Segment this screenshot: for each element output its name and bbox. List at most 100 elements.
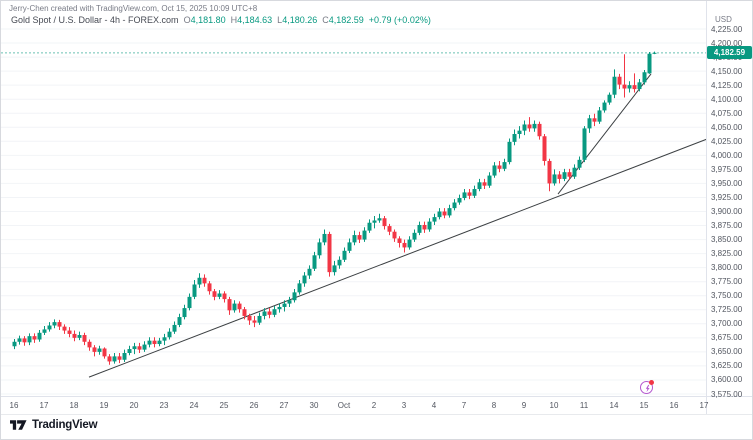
time-axis-separator bbox=[1, 396, 752, 397]
open-value: 4,181.80 bbox=[190, 15, 226, 25]
candle bbox=[492, 165, 497, 176]
candle bbox=[337, 259, 342, 266]
price-tick-label: 3,750.00 bbox=[711, 291, 743, 301]
price-tick-label: 4,150.00 bbox=[711, 66, 743, 76]
price-tick-label: 3,825.00 bbox=[711, 249, 743, 259]
candle bbox=[237, 303, 242, 310]
candles bbox=[12, 51, 657, 365]
price-tick-label: 4,075.00 bbox=[711, 108, 743, 118]
candle bbox=[217, 293, 222, 297]
event-icon[interactable] bbox=[640, 380, 654, 394]
time-tick-label: 16 bbox=[669, 401, 679, 410]
time-tick-label: 11 bbox=[579, 401, 589, 410]
time-tick-label: 17 bbox=[39, 401, 49, 410]
candle bbox=[52, 322, 57, 326]
candle bbox=[647, 53, 652, 74]
candle bbox=[322, 233, 327, 243]
time-tick-label: 4 bbox=[431, 401, 437, 410]
candle bbox=[532, 123, 537, 129]
price-tick-label: 3,600.00 bbox=[711, 375, 743, 385]
candle bbox=[642, 72, 647, 83]
candle bbox=[602, 102, 607, 111]
candle bbox=[312, 255, 317, 269]
candle bbox=[167, 331, 172, 338]
candle bbox=[177, 317, 182, 325]
candle bbox=[507, 141, 512, 163]
candle bbox=[267, 311, 272, 315]
candle bbox=[122, 353, 127, 360]
candle bbox=[432, 217, 437, 222]
candle bbox=[382, 218, 387, 227]
price-tick-label: 3,625.00 bbox=[711, 361, 743, 371]
open-label: O bbox=[183, 15, 191, 25]
time-tick-label: 8 bbox=[491, 401, 497, 410]
tradingview-logo[interactable]: TradingView bbox=[10, 419, 98, 431]
candle bbox=[157, 340, 162, 345]
candle bbox=[17, 338, 22, 342]
candle bbox=[437, 211, 442, 218]
trendline bbox=[557, 73, 652, 195]
candle bbox=[12, 341, 17, 347]
price-tick-label: 4,200.00 bbox=[711, 38, 743, 48]
candle bbox=[467, 192, 472, 196]
time-tick-label: 19 bbox=[99, 401, 109, 410]
candle bbox=[342, 250, 347, 260]
price-tick-label: 4,100.00 bbox=[711, 94, 743, 104]
candle bbox=[547, 160, 552, 184]
candle bbox=[282, 303, 287, 307]
candle bbox=[87, 341, 92, 348]
candle bbox=[542, 136, 547, 161]
candle bbox=[132, 346, 137, 350]
low-value: 4,180.26 bbox=[282, 15, 318, 25]
time-tick-label: 25 bbox=[219, 401, 229, 410]
candle bbox=[472, 189, 477, 196]
high-value: 4,184.63 bbox=[237, 15, 273, 25]
candle bbox=[112, 356, 117, 362]
candle bbox=[307, 268, 312, 276]
symbol-title[interactable]: Gold Spot / U.S. Dollar - 4h - FOREX.com bbox=[11, 15, 179, 25]
candle bbox=[557, 174, 562, 179]
time-tick-label: 17 bbox=[699, 401, 709, 410]
candle bbox=[352, 235, 357, 243]
price-tick-label: 4,225.00 bbox=[711, 24, 743, 34]
tradingview-mark-icon bbox=[10, 420, 27, 430]
candle bbox=[562, 172, 567, 179]
low-label: L bbox=[277, 15, 283, 25]
candle bbox=[497, 165, 502, 169]
candle bbox=[512, 134, 517, 142]
price-tick-label: 3,775.00 bbox=[711, 277, 743, 287]
time-tick-label: 15 bbox=[639, 401, 649, 410]
candle bbox=[297, 283, 302, 293]
candle bbox=[257, 315, 262, 323]
candle bbox=[392, 231, 397, 239]
candle bbox=[147, 340, 152, 345]
candle bbox=[77, 335, 82, 338]
candle bbox=[107, 356, 112, 362]
candle bbox=[387, 226, 392, 232]
price-tick-label: 4,025.00 bbox=[711, 136, 743, 146]
candle bbox=[527, 124, 532, 129]
candle bbox=[577, 159, 582, 168]
candle bbox=[232, 303, 237, 311]
candle bbox=[462, 192, 467, 199]
candle bbox=[197, 277, 202, 285]
symbol-header[interactable]: Gold Spot / U.S. Dollar - 4h - FOREX.com… bbox=[11, 15, 431, 25]
candle bbox=[367, 222, 372, 231]
high-label: H bbox=[230, 15, 238, 25]
candle bbox=[522, 124, 527, 131]
candle bbox=[272, 309, 277, 315]
time-tick-label: 16 bbox=[9, 401, 19, 410]
candle bbox=[82, 335, 87, 342]
trendline bbox=[88, 138, 706, 378]
candle bbox=[407, 239, 412, 248]
candle bbox=[567, 172, 572, 177]
candle bbox=[362, 230, 367, 240]
price-tick-label: 4,000.00 bbox=[711, 150, 743, 160]
chart-attribution: Jerry-Chen created with TradingView.com,… bbox=[9, 4, 258, 13]
candle bbox=[477, 182, 482, 190]
candle bbox=[187, 296, 192, 309]
candle bbox=[62, 326, 67, 331]
candle bbox=[247, 315, 252, 321]
candle bbox=[32, 336, 37, 340]
